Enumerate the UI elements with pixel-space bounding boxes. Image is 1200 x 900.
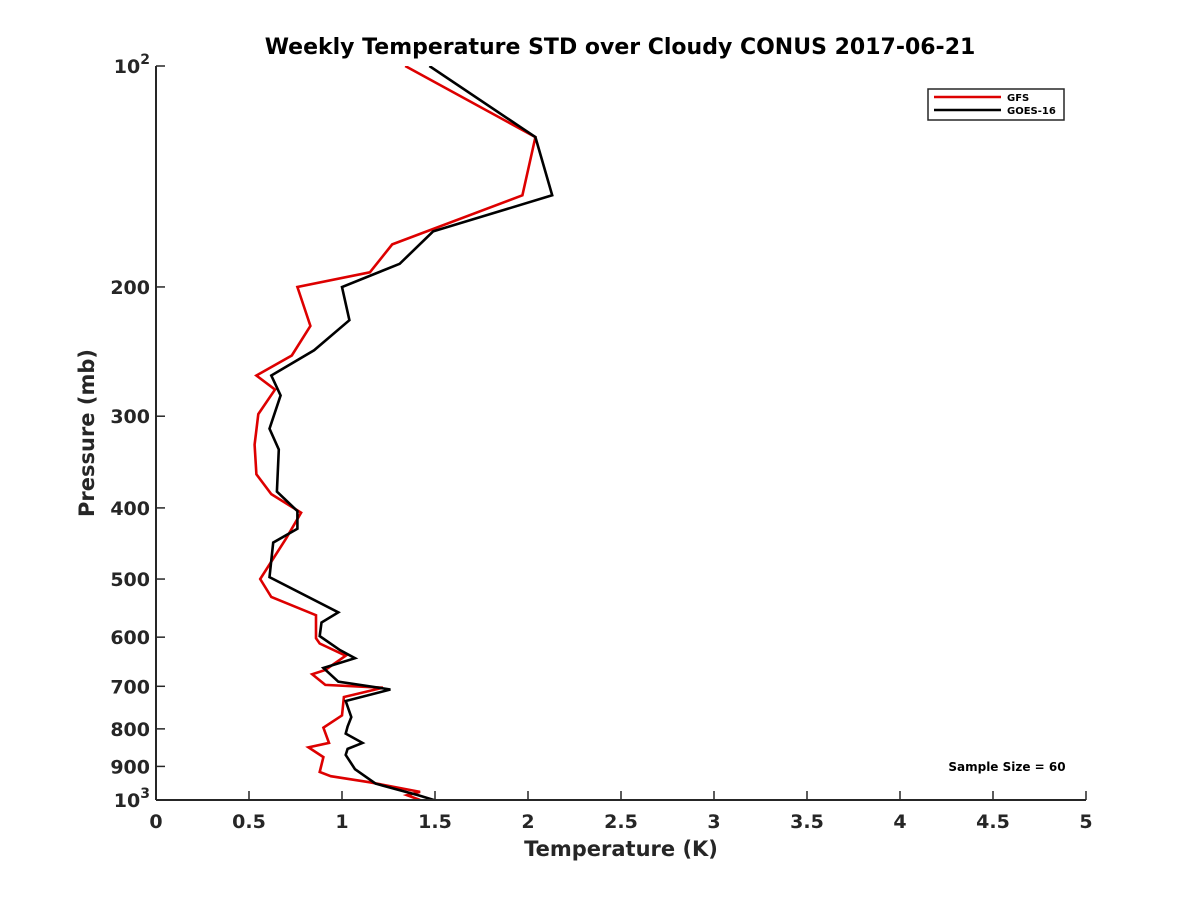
x-tick-label: 1.5	[418, 811, 452, 833]
legend-box	[927, 88, 1065, 121]
x-tick-label: 4.5	[976, 811, 1010, 833]
series-line-goes16	[268, 66, 554, 800]
x-tick-label: 0.5	[232, 811, 266, 833]
y-tick-label: 500	[110, 569, 150, 591]
x-tick-label: 4	[893, 811, 906, 833]
y-tick-label: 400	[110, 498, 150, 520]
sample-size-annotation: Sample Size = 60	[948, 760, 1065, 774]
y-axis-label: Pressure (mb)	[75, 349, 99, 517]
legend: GFS GOES-16	[927, 88, 1065, 121]
y-tick-label: 800	[110, 719, 150, 741]
y-axis-ticks: 102 200 300 400 500 600 700 800 900 103	[110, 52, 165, 812]
x-tick-label: 3.5	[790, 811, 824, 833]
x-tick-label: 3	[707, 811, 720, 833]
chart-title: Weekly Temperature STD over Cloudy CONUS…	[265, 35, 976, 60]
x-tick-label: 0	[149, 811, 162, 833]
y-tick-label: 600	[110, 627, 150, 649]
legend-label-gfs: GFS	[1007, 93, 1029, 104]
series-layer	[253, 66, 554, 800]
y-tick-label: 102	[114, 52, 150, 78]
series-line-gfs	[253, 66, 537, 800]
legend-label-goes16: GOES-16	[1007, 106, 1056, 117]
x-axis-label: Temperature (K)	[524, 837, 718, 861]
plot-area: 0 0.5 1 1.5 2 2.5 3 3.5 4 4.5 5 102 200 300 400 500 600…	[110, 52, 1092, 833]
x-tick-label: 5	[1079, 811, 1092, 833]
y-tick-label: 103	[114, 786, 150, 812]
x-axis-ticks: 0 0.5 1 1.5 2 2.5 3 3.5 4 4.5 5	[149, 791, 1093, 833]
x-tick-label: 2	[521, 811, 534, 833]
y-tick-label: 900	[110, 756, 150, 778]
y-tick-label: 700	[110, 676, 150, 698]
y-tick-label: 300	[110, 406, 150, 428]
y-tick-label: 200	[110, 277, 150, 299]
x-tick-label: 1	[335, 811, 348, 833]
x-tick-label: 2.5	[604, 811, 638, 833]
